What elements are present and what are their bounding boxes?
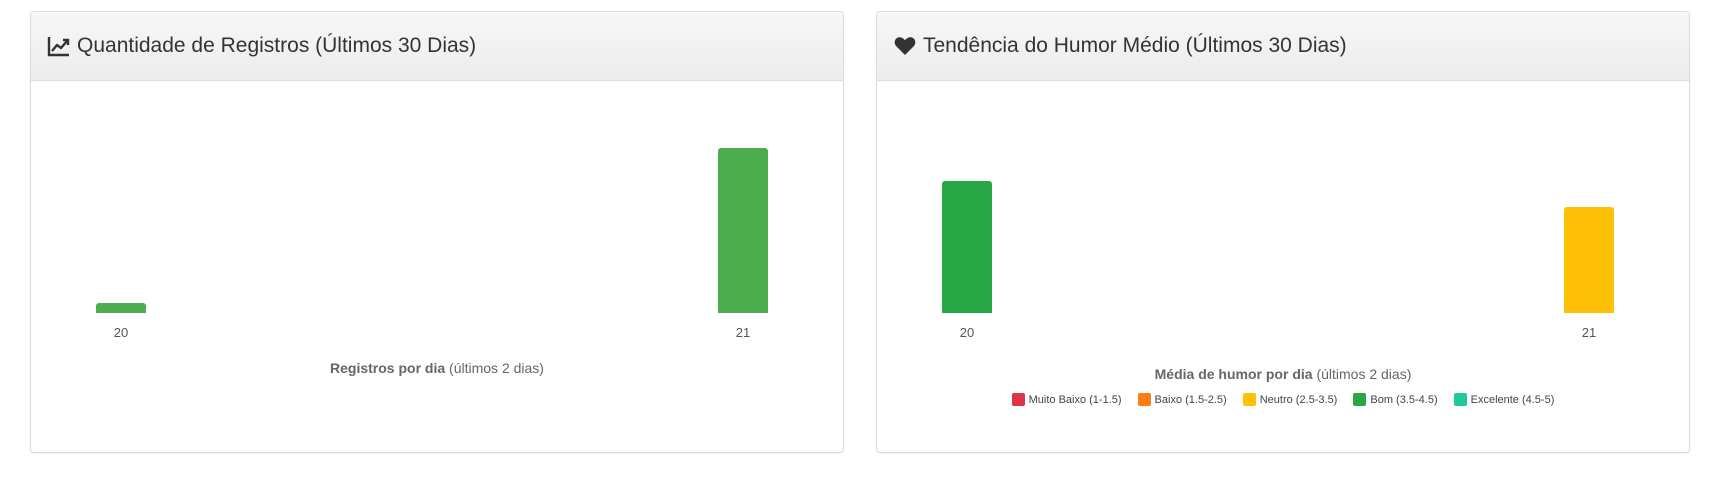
caption-rest: (últimos 2 dias) [449,360,544,376]
records-count-card: Quantidade de Registros (Últimos 30 Dias… [30,11,844,453]
legend-swatch [1453,393,1467,406]
card-title: Quantidade de Registros (Últimos 30 Dias… [77,34,477,57]
chart-caption: Registros por dia (últimos 2 dias) [31,360,843,376]
x-tick-label: 20 [959,325,975,340]
legend-item[interactable]: Neutro (2.5-3.5) [1242,393,1338,406]
caption-rest: (últimos 2 dias) [1316,366,1412,382]
caption-bold: Registros por dia [330,360,446,376]
x-tick-label: 20 [113,325,129,340]
card-header: Tendência do Humor Médio (Últimos 30 Dia… [877,12,1689,81]
legend-item[interactable]: Excelente (4.5-5) [1453,393,1555,406]
caption-bold: Média de humor por dia [1154,366,1313,382]
mood-bar-chart: 20 21 [877,81,1689,452]
bar-20[interactable] [96,303,146,313]
chart-legend: Muito Baixo (1-1.5) Baixo (1.5-2.5) Neutro… [877,393,1689,406]
legend-label: Excelente (4.5-5) [1470,393,1555,406]
card-title: Tendência do Humor Médio (Últimos 30 Dia… [923,34,1347,57]
line-chart-icon [47,34,71,58]
legend-label: Muito Baixo (1-1.5) [1028,393,1122,406]
legend-item[interactable]: Muito Baixo (1-1.5) [1011,393,1122,406]
bar-21[interactable] [718,148,768,313]
heart-icon [893,34,917,58]
records-bar-chart: 20 21 [31,81,843,452]
card-header: Quantidade de Registros (Últimos 30 Dias… [31,12,843,81]
legend-item[interactable]: Bom (3.5-4.5) [1353,393,1438,406]
bar-20[interactable] [942,181,992,313]
legend-item[interactable]: Baixo (1.5-2.5) [1137,393,1227,406]
x-tick-label: 21 [1581,325,1597,340]
legend-label: Neutro (2.5-3.5) [1259,393,1338,406]
mood-trend-card: Tendência do Humor Médio (Últimos 30 Dia… [876,11,1690,453]
legend-label: Baixo (1.5-2.5) [1154,393,1227,406]
legend-label: Bom (3.5-4.5) [1370,393,1438,406]
legend-swatch [1353,393,1367,406]
bar-21[interactable] [1564,207,1614,313]
legend-swatch [1137,393,1151,406]
legend-swatch [1242,393,1256,406]
legend-swatch [1011,393,1025,406]
x-tick-label: 21 [735,325,751,340]
chart-caption: Média de humor por dia (últimos 2 dias) [877,366,1689,382]
